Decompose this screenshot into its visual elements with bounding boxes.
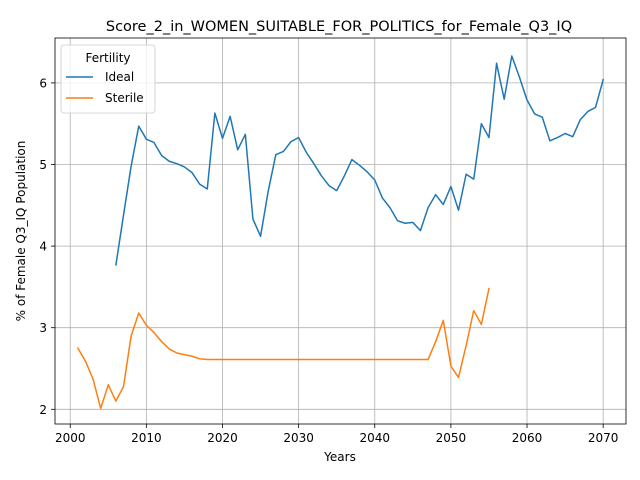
- legend-title: Fertility: [85, 51, 130, 65]
- x-tick-label: 2040: [359, 431, 390, 445]
- y-tick-label: 2: [39, 403, 47, 417]
- x-tick-label: 2010: [131, 431, 162, 445]
- x-tick-label: 2000: [55, 431, 86, 445]
- x-tick-label: 2020: [207, 431, 238, 445]
- legend-label-sterile: Sterile: [105, 91, 144, 105]
- x-axis-ticks: 2000 2010 2020 2030 2040 2050 2060 2070: [55, 424, 618, 445]
- legend-label-ideal: Ideal: [105, 70, 134, 84]
- y-tick-label: 5: [39, 158, 47, 172]
- series-line-ideal: [115, 55, 605, 266]
- legend-box: [60, 44, 156, 114]
- x-tick-label: 2060: [512, 431, 543, 445]
- y-axis-ticks: 2 3 4 5 6: [39, 76, 55, 417]
- series-line-sterile: [76, 287, 490, 410]
- x-tick-label: 2030: [283, 431, 314, 445]
- grid-lines: [55, 38, 626, 424]
- x-tick-label: 2050: [436, 431, 467, 445]
- y-tick-label: 6: [39, 76, 47, 90]
- x-axis-label: Years: [323, 450, 356, 464]
- y-tick-label: 3: [39, 321, 47, 335]
- plot-frame: [54, 37, 627, 425]
- x-tick-label: 2070: [588, 431, 619, 445]
- y-tick-label: 4: [39, 240, 47, 254]
- series-lines: [76, 55, 605, 410]
- chart-title: Score_2_in_WOMEN_SUITABLE_FOR_POLITICS_f…: [106, 19, 572, 35]
- y-axis-label: % of Female Q3_IQ Population: [14, 141, 28, 322]
- legend: Fertility Ideal Sterile: [60, 44, 156, 114]
